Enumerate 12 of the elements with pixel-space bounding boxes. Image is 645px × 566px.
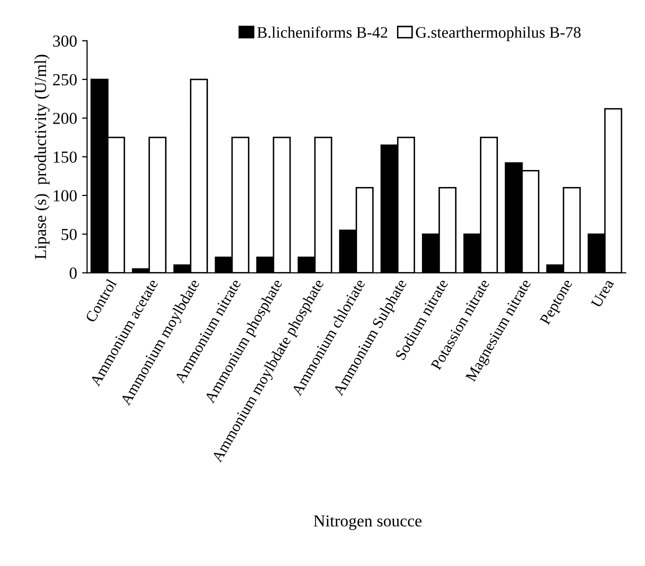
y-tick-label: 200 [53,112,77,124]
y-tick-label: 50 [62,228,77,240]
legend-label: G.stearthermophilus B-78 [416,26,581,42]
y-tick-label: 0 [70,268,77,279]
y-tick-label: 300 [53,35,77,47]
y-tick-label: 150 [54,151,77,163]
y-tick-label: 250 [53,74,77,86]
legend-label: B.licheniforms B-42 [257,26,388,38]
x-axis-title: Nitrogen soucce [314,515,422,530]
x-tick-label: Urea [590,278,614,308]
y-axis-title: Lipase (s) productivity (U/ml) [34,54,50,260]
y-tick-label: 100 [54,190,77,202]
